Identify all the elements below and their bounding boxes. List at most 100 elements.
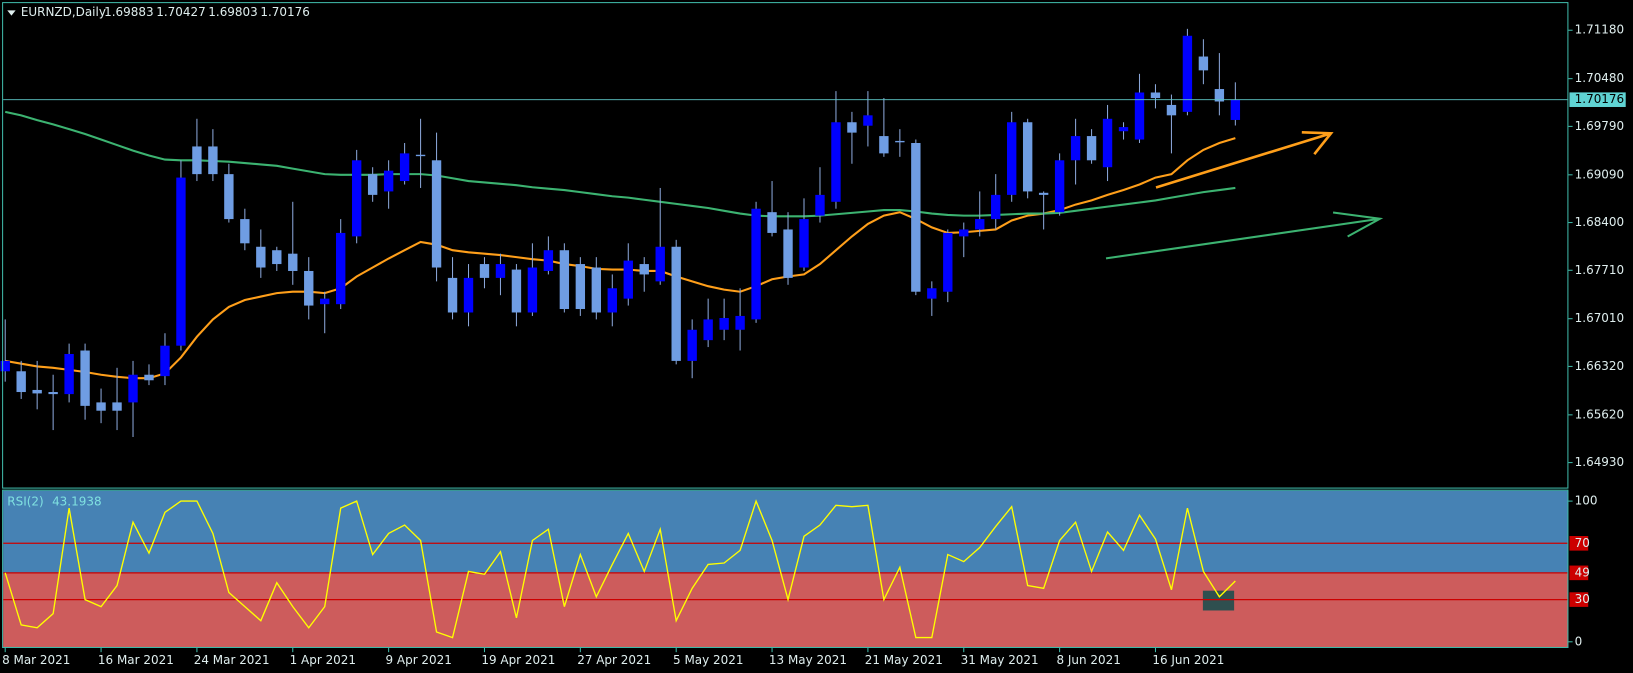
candle-body bbox=[1166, 104, 1177, 116]
candle-body bbox=[240, 219, 250, 244]
y-tick-label: 1.67010 bbox=[1575, 311, 1624, 325]
level-label: 70 bbox=[1575, 536, 1590, 550]
ohlc-open: 1.69883 bbox=[104, 5, 153, 19]
rsi-frame bbox=[2, 489, 1569, 648]
x-tick-label: 13 May 2021 bbox=[769, 653, 847, 667]
x-tick-label: 21 May 2021 bbox=[865, 653, 943, 667]
candle-body bbox=[224, 174, 234, 220]
candle-body bbox=[447, 277, 458, 313]
rsi-title: RSI(2) bbox=[7, 495, 43, 509]
candle-body bbox=[847, 122, 857, 133]
menu-icon[interactable] bbox=[7, 10, 16, 16]
x-tick-label: 16 Jun 2021 bbox=[1152, 653, 1224, 667]
candle-body bbox=[751, 208, 761, 320]
candle-body bbox=[479, 264, 490, 278]
candle-body bbox=[511, 269, 522, 313]
y-tick-label: 1.69790 bbox=[1575, 119, 1624, 133]
candle-body bbox=[336, 232, 346, 305]
candle-body bbox=[112, 402, 122, 411]
candle-body bbox=[1022, 122, 1033, 192]
candle-body bbox=[591, 267, 602, 313]
candle-body bbox=[304, 270, 314, 306]
moving-average bbox=[5, 137, 1236, 380]
candle-body bbox=[320, 298, 330, 305]
candle-body bbox=[415, 154, 426, 157]
candle-body bbox=[863, 115, 873, 126]
candle-body bbox=[1038, 192, 1049, 195]
level-label-box bbox=[1569, 565, 1589, 581]
candle-body bbox=[623, 260, 633, 299]
x-tick-label: 31 May 2021 bbox=[961, 653, 1039, 667]
candle-body bbox=[527, 267, 538, 313]
price-label: 1.70176 bbox=[1575, 92, 1624, 106]
highlight-box bbox=[1202, 590, 1235, 611]
candle-body bbox=[16, 371, 26, 393]
x-tick-label: 19 Apr 2021 bbox=[481, 653, 555, 667]
candle-body bbox=[831, 122, 841, 202]
y-tick-label: 1.65620 bbox=[1575, 407, 1624, 421]
green-arrow bbox=[1105, 211, 1384, 260]
candle-body bbox=[815, 194, 825, 216]
candle-body bbox=[1134, 92, 1145, 140]
candle-body bbox=[64, 353, 74, 395]
candle-body bbox=[1054, 160, 1065, 213]
symbol: EURNZD,Daily bbox=[21, 5, 106, 19]
candle-body bbox=[959, 229, 969, 237]
candle-body bbox=[1150, 92, 1161, 99]
level-label-box bbox=[1569, 592, 1589, 607]
level-label-box bbox=[1569, 536, 1589, 551]
candle-body bbox=[543, 250, 554, 271]
x-tick-label: 5 May 2021 bbox=[673, 653, 743, 667]
candle-body bbox=[32, 389, 42, 394]
candle-body bbox=[176, 177, 186, 346]
candle-body bbox=[1007, 122, 1017, 195]
candle-body bbox=[655, 246, 665, 282]
candle-body bbox=[735, 315, 745, 330]
candle-body bbox=[192, 146, 202, 175]
candle-body bbox=[575, 264, 586, 310]
candle-body bbox=[383, 170, 394, 192]
candle-body bbox=[80, 350, 90, 406]
ohlc-low: 1.69803 bbox=[208, 5, 257, 19]
x-tick-label: 24 Mar 2021 bbox=[194, 653, 270, 667]
candle-body bbox=[431, 160, 442, 268]
price-label-box bbox=[1569, 92, 1626, 107]
candle-body bbox=[783, 229, 793, 278]
candle-body bbox=[1198, 56, 1209, 71]
y-tick-label: 1.67710 bbox=[1575, 263, 1624, 277]
candle-body bbox=[1070, 136, 1081, 161]
x-tick-label: 1 Apr 2021 bbox=[290, 653, 356, 667]
candle-body bbox=[719, 318, 729, 330]
candle-body bbox=[1230, 99, 1241, 120]
candle-body bbox=[272, 250, 282, 265]
x-tick-label: 27 Apr 2021 bbox=[577, 653, 651, 667]
candle-body bbox=[671, 246, 681, 361]
candle-body bbox=[927, 288, 937, 299]
arrow bbox=[1155, 131, 1334, 189]
y-tick-label: 1.70480 bbox=[1575, 71, 1624, 85]
candle-body bbox=[975, 219, 985, 230]
candle-body bbox=[351, 160, 362, 237]
orange-arrow bbox=[1155, 131, 1334, 189]
candle-body bbox=[799, 219, 809, 268]
candle-body bbox=[767, 212, 777, 233]
x-tick-label: 9 Apr 2021 bbox=[386, 653, 452, 667]
y-tick-label: 100 bbox=[1575, 494, 1598, 508]
arrow bbox=[1105, 211, 1384, 260]
level-label: 49 bbox=[1575, 565, 1590, 579]
rsi-line bbox=[4, 499, 1236, 639]
ohlc-close: 1.70176 bbox=[260, 5, 309, 19]
rsi-zones bbox=[3, 490, 1569, 648]
y-tick-label: 1.71180 bbox=[1575, 23, 1624, 37]
candle-body bbox=[911, 142, 921, 292]
candle-body bbox=[559, 250, 570, 310]
rsi-current: 43.1938 bbox=[52, 495, 101, 509]
y-tick-label: 1.66320 bbox=[1575, 359, 1624, 373]
candle-body bbox=[1118, 127, 1129, 132]
candle-body bbox=[1086, 136, 1097, 161]
y-tick-label: 1.64930 bbox=[1575, 455, 1624, 469]
candle-body bbox=[208, 146, 218, 175]
candle-body bbox=[687, 329, 697, 361]
